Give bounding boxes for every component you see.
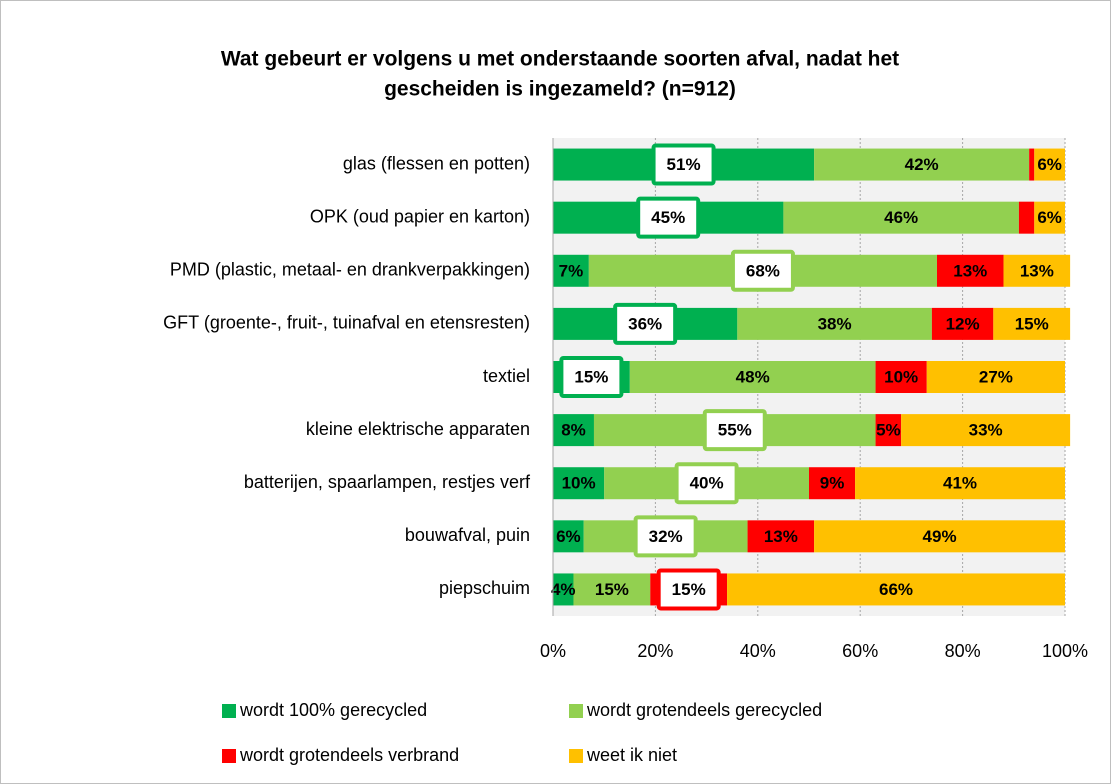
bar-segment: [875, 414, 902, 447]
value-label: 10%: [562, 474, 596, 493]
value-label: 48%: [736, 367, 770, 386]
value-label: 45%: [651, 208, 685, 227]
bar-segment: [926, 361, 1065, 393]
highlight-box: [651, 143, 716, 186]
category-label: bouwafval, puin: [405, 525, 530, 545]
category-label: OPK (oud papier en karton): [310, 206, 530, 226]
x-tick-label: 80%: [945, 641, 981, 661]
value-label: 5%: [876, 421, 901, 440]
legend-label: wordt 100% gerecycled: [239, 700, 427, 720]
bar-segment: [553, 254, 589, 287]
bar-segment: [553, 520, 584, 553]
category-label: GFT (groente-, fruit-, tuinafval en eten…: [163, 313, 530, 333]
category-label: glas (flessen en potten): [343, 153, 530, 173]
bar-segment: [1034, 201, 1065, 234]
legend-swatch: [222, 749, 236, 763]
value-label: 15%: [595, 580, 629, 599]
category-label: textiel: [483, 366, 530, 386]
highlight-box: [636, 196, 701, 239]
value-label: 13%: [953, 261, 987, 280]
highlight-box: [559, 356, 624, 398]
highlight-box: [730, 249, 795, 292]
bar-segment: [783, 201, 1019, 234]
category-label: piepschuim: [439, 578, 530, 598]
category-label: kleine elektrische apparaten: [306, 419, 530, 439]
value-label: 6%: [1037, 155, 1062, 174]
bar-segment: [814, 520, 1065, 553]
x-tick-label: 100%: [1042, 641, 1088, 661]
x-tick-label: 60%: [842, 641, 878, 661]
value-label: 42%: [905, 155, 939, 174]
bar-segment: [931, 307, 994, 340]
legend-swatch: [569, 704, 583, 718]
value-label: 8%: [561, 421, 586, 440]
bar-segment: [1034, 148, 1065, 181]
bar-segment: [937, 254, 1004, 287]
bar-segment: [875, 361, 927, 393]
value-label: 68%: [746, 261, 780, 280]
highlight-box: [702, 409, 767, 452]
bar-segment: [573, 573, 651, 606]
value-label: 15%: [672, 580, 706, 599]
category-label: PMD (plastic, metaal- en drankverpakking…: [170, 260, 530, 280]
value-label: 40%: [690, 474, 724, 493]
value-label: 27%: [979, 367, 1013, 386]
bar-segment: [553, 467, 605, 500]
chart-title: Wat gebeurt er volgens u met onderstaand…: [221, 48, 899, 71]
value-label: 66%: [879, 580, 913, 599]
value-label: 32%: [649, 527, 683, 546]
chart-title: gescheiden is ingezameld? (n=912): [384, 78, 736, 101]
value-label: 13%: [1020, 261, 1054, 280]
value-label: 46%: [884, 208, 918, 227]
bar-segment: [814, 148, 1030, 181]
value-label: 36%: [628, 314, 662, 333]
bar-segment: [747, 520, 815, 553]
category-label: batterijen, spaarlampen, restjes verf: [244, 472, 531, 492]
bar-segment: [1018, 201, 1035, 234]
legend-label: wordt grotendeels gerecycled: [586, 700, 822, 720]
bar-segment: [629, 361, 876, 393]
value-label: 6%: [1037, 208, 1062, 227]
value-label: 10%: [884, 367, 918, 386]
value-label: 33%: [969, 421, 1003, 440]
bar-segment: [1003, 254, 1071, 287]
legend-swatch: [222, 704, 236, 718]
value-label: 55%: [718, 421, 752, 440]
highlight-box: [633, 515, 698, 558]
highlight-box: [674, 462, 739, 505]
highlight-box: [656, 568, 721, 611]
value-label: 41%: [943, 474, 977, 493]
bar-segment: [993, 307, 1071, 340]
value-label: 15%: [1015, 314, 1049, 333]
bar-segment: [1029, 148, 1035, 181]
bar-segment: [737, 307, 932, 340]
value-label: 13%: [764, 527, 798, 546]
bar-segment: [553, 573, 574, 606]
value-label: 7%: [559, 261, 584, 280]
value-label: 12%: [946, 314, 980, 333]
bar-segment: [901, 414, 1071, 447]
legend-swatch: [569, 749, 583, 763]
x-tick-label: 0%: [540, 641, 566, 661]
value-label: 6%: [556, 527, 581, 546]
value-label: 15%: [574, 367, 608, 386]
value-label: 9%: [820, 474, 845, 493]
value-label: 4%: [551, 580, 576, 599]
legend-label: wordt grotendeels verbrand: [239, 745, 459, 765]
value-label: 49%: [923, 527, 957, 546]
value-label: 38%: [818, 314, 852, 333]
x-tick-label: 20%: [637, 641, 673, 661]
bar-segment: [727, 573, 1065, 606]
bar-segment: [553, 414, 594, 447]
legend-label: weet ik niet: [586, 745, 677, 765]
bar-segment: [855, 467, 1065, 500]
value-label: 51%: [667, 155, 701, 174]
x-tick-label: 40%: [740, 641, 776, 661]
bar-segment: [809, 467, 856, 500]
highlight-box: [613, 302, 678, 345]
